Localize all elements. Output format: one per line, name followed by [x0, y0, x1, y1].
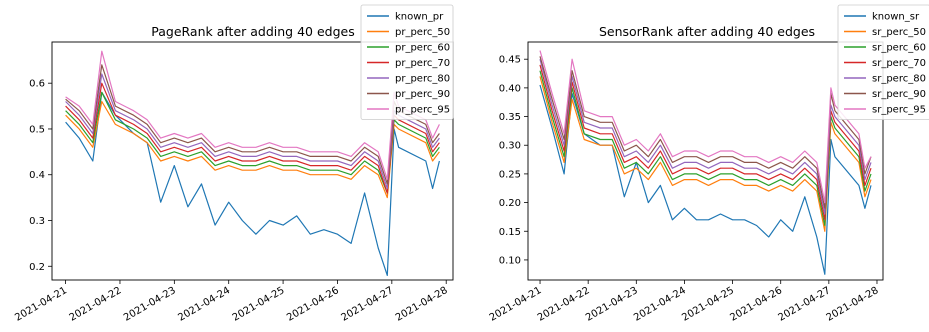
x-tick-label: 2021-04-25: [680, 285, 736, 324]
x-tick-label: 2021-04-27: [777, 285, 833, 324]
legend-label-sr_perc_60: sr_perc_60: [872, 43, 926, 54]
legend-label-pr_perc_50: pr_perc_50: [395, 27, 450, 38]
series-line-known_pr: [65, 91, 440, 276]
x-tick-label: 2021-04-25: [231, 285, 287, 324]
series-line-sr_perc_95: [539, 50, 872, 204]
x-tick-label: 2021-04-23: [584, 285, 640, 324]
y-tick-label: 0.30: [499, 141, 521, 152]
y-tick-label: 0.3: [29, 216, 45, 227]
legend-label-pr_perc_60: pr_perc_60: [395, 43, 450, 54]
y-tick-label: 0.40: [499, 83, 521, 94]
y-tick-label: 0.15: [499, 227, 521, 238]
sensorrank-chart: SensorRank after adding 40 edges 0.10 0.1…: [488, 4, 929, 324]
series-line-pr_perc_95: [65, 50, 440, 180]
legend-label-known_pr: known_pr: [395, 12, 444, 23]
y-tick-label: 0.4: [29, 170, 45, 181]
legend-box: [837, 4, 929, 120]
x-tick-label: 2021-04-24: [632, 285, 688, 324]
x-tick-label: 2021-04-26: [285, 285, 341, 324]
chart-title: SensorRank after adding 40 edges: [599, 24, 815, 39]
x-tick-label: 2021-04-28: [394, 285, 450, 324]
legend-label-pr_perc_70: pr_perc_70: [395, 58, 450, 69]
x-tick-label: 2021-04-28: [825, 285, 881, 324]
y-tick-label: 0.25: [499, 169, 521, 180]
legend-label-sr_perc_50: sr_perc_50: [872, 27, 926, 38]
x-tick-label: 2021-04-23: [122, 285, 178, 324]
x-tick-label: 2021-04-21: [488, 285, 544, 324]
y-tick-label: 0.45: [499, 55, 521, 66]
y-tick-label: 0.2: [29, 262, 45, 273]
plot-frame: [527, 41, 884, 281]
legend-label-sr_perc_90: sr_perc_90: [872, 89, 926, 100]
legend-label-pr_perc_80: pr_perc_80: [395, 74, 450, 85]
legend-label-pr_perc_90: pr_perc_90: [395, 89, 450, 100]
y-tick-label: 0.10: [499, 255, 521, 266]
chart-title: PageRank after adding 40 edges: [151, 24, 355, 39]
x-tick-label: 2021-04-24: [176, 285, 232, 324]
series-line-known_sr: [539, 84, 872, 275]
x-tick-label: 2021-04-27: [339, 285, 395, 324]
legend-label-known_sr: known_sr: [872, 12, 920, 23]
x-tick-label: 2021-04-21: [13, 285, 69, 324]
y-tick-label: 0.20: [499, 198, 521, 209]
legend-label-pr_perc_95: pr_perc_95: [395, 105, 450, 116]
y-tick-label: 0.5: [29, 124, 45, 135]
y-tick-label: 0.6: [29, 79, 45, 90]
x-tick-label: 2021-04-26: [728, 285, 784, 324]
legend-box: [360, 4, 454, 120]
legend-label-sr_perc_80: sr_perc_80: [872, 74, 926, 85]
x-tick-label: 2021-04-22: [68, 285, 124, 324]
legend-label-sr_perc_70: sr_perc_70: [872, 58, 926, 69]
legend: known_sr sr_perc_50 sr_perc_60 sr_perc_70sr…: [837, 4, 929, 120]
legend: known_pr pr_perc_50 pr_perc_60 pr_perc_70pr…: [360, 4, 454, 120]
legend-label-sr_perc_95: sr_perc_95: [872, 105, 926, 116]
x-tick-label: 2021-04-22: [536, 285, 592, 324]
plot-frame: [51, 41, 454, 281]
y-tick-label: 0.35: [499, 112, 521, 123]
pagerank-chart: PageRank after adding 40 edges 0.2 0.3 0.4…: [13, 4, 454, 324]
